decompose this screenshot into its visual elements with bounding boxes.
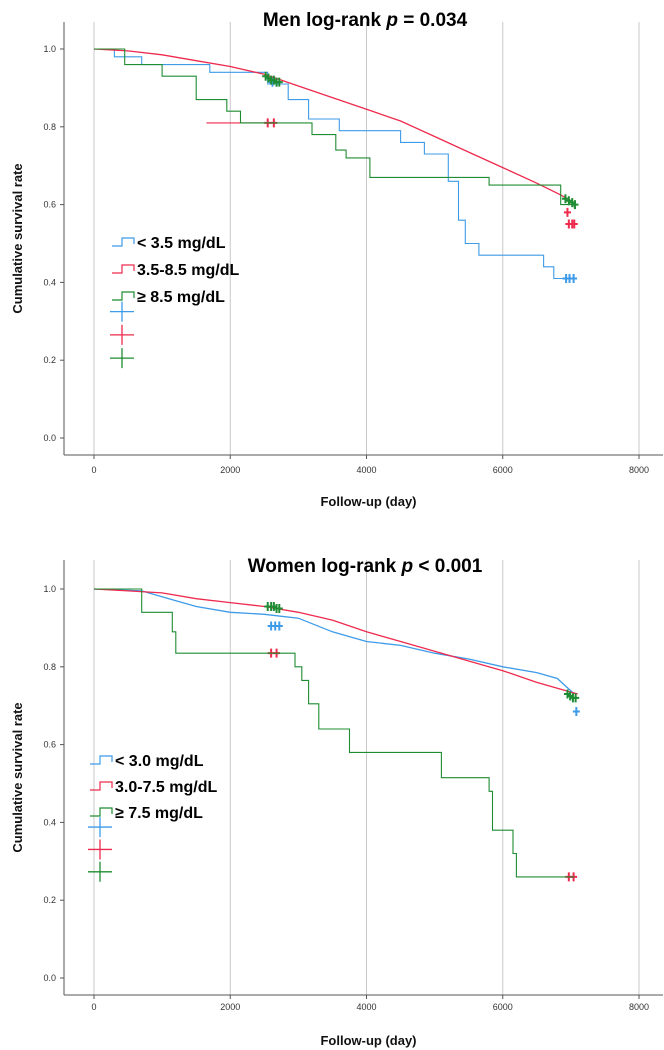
- legend-swatch-2: [112, 264, 135, 274]
- y-axis-label: Cumulative survival rate: [10, 702, 25, 852]
- legend: < 3.0 mg/dL 3.0-7.5 mg/dL ≥ 7.5 mg/dL: [88, 753, 217, 882]
- legend-swatch-1: [112, 237, 135, 247]
- legend-censor-2: [110, 324, 134, 345]
- y-tick-label: 0.0: [43, 433, 56, 443]
- censor-mark: [572, 707, 580, 717]
- y-tick-label: 0.6: [43, 740, 56, 750]
- y-tick-label: 0.8: [43, 662, 56, 672]
- legend-label-1: < 3.5 mg/dL: [137, 235, 226, 252]
- title-value: = 0.034: [398, 10, 468, 31]
- chart-title: Women log-rank p < 0.001: [248, 556, 483, 577]
- title-stat: log-rank: [321, 556, 401, 577]
- title-group: Men: [263, 10, 306, 31]
- legend-censor-1: [110, 301, 134, 322]
- series-step-3: [94, 588, 575, 878]
- title-group: Women: [248, 556, 322, 577]
- legend-label-2: 3.5-8.5 mg/dL: [137, 262, 239, 279]
- y-tick-label: 0.4: [43, 277, 56, 287]
- x-tick-label: 0: [91, 1002, 96, 1012]
- chart-title: Men log-rank p = 0.034: [263, 10, 468, 31]
- legend-censor-2: [88, 839, 112, 860]
- censor-mark: [570, 219, 578, 229]
- legend-label-3: ≥ 8.5 mg/dL: [137, 289, 225, 306]
- y-tick-label: 1.0: [43, 584, 56, 594]
- x-tick-label: 2000: [220, 1002, 240, 1012]
- chart-panel-2: 0.0 0.2 0.4 0.6 0.8 1.0 0 2000 4000 6000 8000 Follo…: [10, 556, 663, 1048]
- y-axis-label: Cumulative survival rate: [10, 163, 25, 313]
- legend-label-1: < 3.0 mg/dL: [115, 753, 204, 770]
- censor-mark: [275, 77, 283, 87]
- title-stat: log-rank: [306, 10, 386, 31]
- x-tick-label: 8000: [629, 1002, 649, 1012]
- title-value: < 0.001: [413, 556, 483, 577]
- censor-mark: [563, 207, 571, 217]
- censor-mark: [572, 693, 580, 703]
- x-tick-label: 4000: [356, 1002, 376, 1012]
- legend-label-3: ≥ 7.5 mg/dL: [115, 805, 203, 822]
- x-tick-label: 2000: [220, 465, 240, 475]
- censor-mark: [275, 621, 283, 631]
- x-tick-label: 8000: [629, 465, 649, 475]
- censor-mark: [561, 194, 569, 204]
- censor-mark: [570, 274, 578, 284]
- legend-swatch-3: [90, 807, 113, 817]
- legend-swatch-3: [112, 291, 135, 301]
- legend-censor-3: [110, 348, 134, 369]
- series-line-2: [93, 48, 575, 204]
- title-p: p: [385, 10, 398, 31]
- y-tick-label: 0.4: [43, 817, 56, 827]
- censor-mark: [565, 196, 573, 206]
- y-tick-label: 0.0: [43, 973, 56, 983]
- legend-swatch-2: [90, 781, 113, 791]
- x-tick-label: 4000: [356, 465, 376, 475]
- series-line-1: [93, 588, 575, 695]
- x-tick-label: 0: [91, 465, 96, 475]
- series-line-2: [93, 588, 578, 695]
- censor-mark: [571, 200, 579, 210]
- legend-label-2: 3.0-7.5 mg/dL: [115, 779, 217, 796]
- x-axis-label: Follow-up (day): [320, 494, 416, 509]
- y-tick-label: 0.6: [43, 200, 56, 210]
- x-tick-label: 6000: [493, 465, 513, 475]
- y-tick-label: 0.2: [43, 895, 56, 905]
- legend-censor-3: [88, 861, 112, 882]
- legend-censor-1: [88, 817, 112, 838]
- legend: < 3.5 mg/dL 3.5-8.5 mg/dL ≥ 8.5 mg/dL: [110, 235, 239, 369]
- title-p: p: [400, 556, 413, 577]
- legend-swatch-1: [90, 755, 113, 765]
- x-tick-label: 6000: [493, 1002, 513, 1012]
- chart-panel-1: 0.0 0.2 0.4 0.6 0.8 1.0 0 2000 4000 6000 8000 Follo…: [10, 10, 663, 509]
- y-tick-label: 0.2: [43, 355, 56, 365]
- censor-mark: [275, 603, 283, 613]
- series-step-1: [94, 48, 575, 280]
- y-tick-label: 1.0: [43, 44, 56, 54]
- y-tick-label: 0.8: [43, 122, 56, 132]
- series-step-3: [94, 48, 575, 209]
- x-axis-label: Follow-up (day): [320, 1033, 416, 1048]
